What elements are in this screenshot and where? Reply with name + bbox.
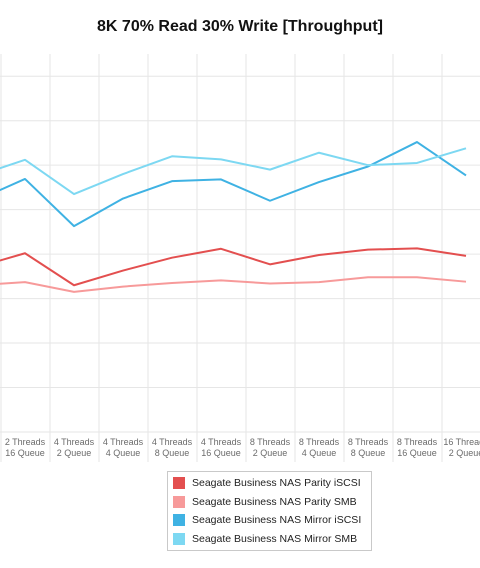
x-tick-label: 4 Threads 2 Queue — [54, 437, 95, 458]
x-tick-label: 2 Threads 16 Queue — [5, 437, 46, 458]
series-line-0 — [0, 247, 467, 287]
series-line-3 — [0, 147, 467, 196]
legend-label: Seagate Business NAS Parity iSCSI — [192, 477, 361, 490]
x-tick-label: 4 Threads 8 Queue — [152, 437, 193, 458]
chart-legend: Seagate Business NAS Parity iSCSI Seagate… — [167, 471, 372, 551]
legend-label: Seagate Business NAS Parity SMB — [192, 495, 357, 508]
series-line-2 — [0, 141, 467, 228]
x-tick-label: 4 Threads 16 Queue — [201, 437, 242, 458]
legend-item[interactable]: Seagate Business NAS Mirror iSCSI — [168, 511, 371, 530]
legend-item[interactable]: Seagate Business NAS Mirror SMB — [168, 530, 371, 549]
legend-swatch — [173, 495, 185, 508]
legend-item[interactable]: Seagate Business NAS Parity SMB — [168, 493, 371, 512]
x-tick-label: 8 Threads 2 Queue — [250, 437, 291, 458]
legend-swatch — [173, 477, 185, 490]
series-line-1 — [0, 276, 467, 293]
chart-title: 8K 70% Read 30% Write [Throughput] — [97, 18, 383, 35]
legend-label: Seagate Business NAS Mirror SMB — [192, 532, 358, 545]
legend-item[interactable]: Seagate Business NAS Parity iSCSI — [168, 474, 371, 493]
x-tick-label: 8 Threads 8 Queue — [348, 437, 389, 458]
x-tick-label: 4 Threads 4 Queue — [103, 437, 144, 458]
series-lines — [0, 141, 467, 293]
x-tick-label: 8 Threads 4 Queue — [299, 437, 340, 458]
legend-swatch — [173, 532, 185, 545]
legend-swatch — [173, 514, 185, 527]
gridlines — [0, 54, 480, 462]
legend-label: Seagate Business NAS Mirror iSCSI — [192, 514, 362, 527]
x-tick-label: 8 Threads 16 Queue — [397, 437, 438, 458]
